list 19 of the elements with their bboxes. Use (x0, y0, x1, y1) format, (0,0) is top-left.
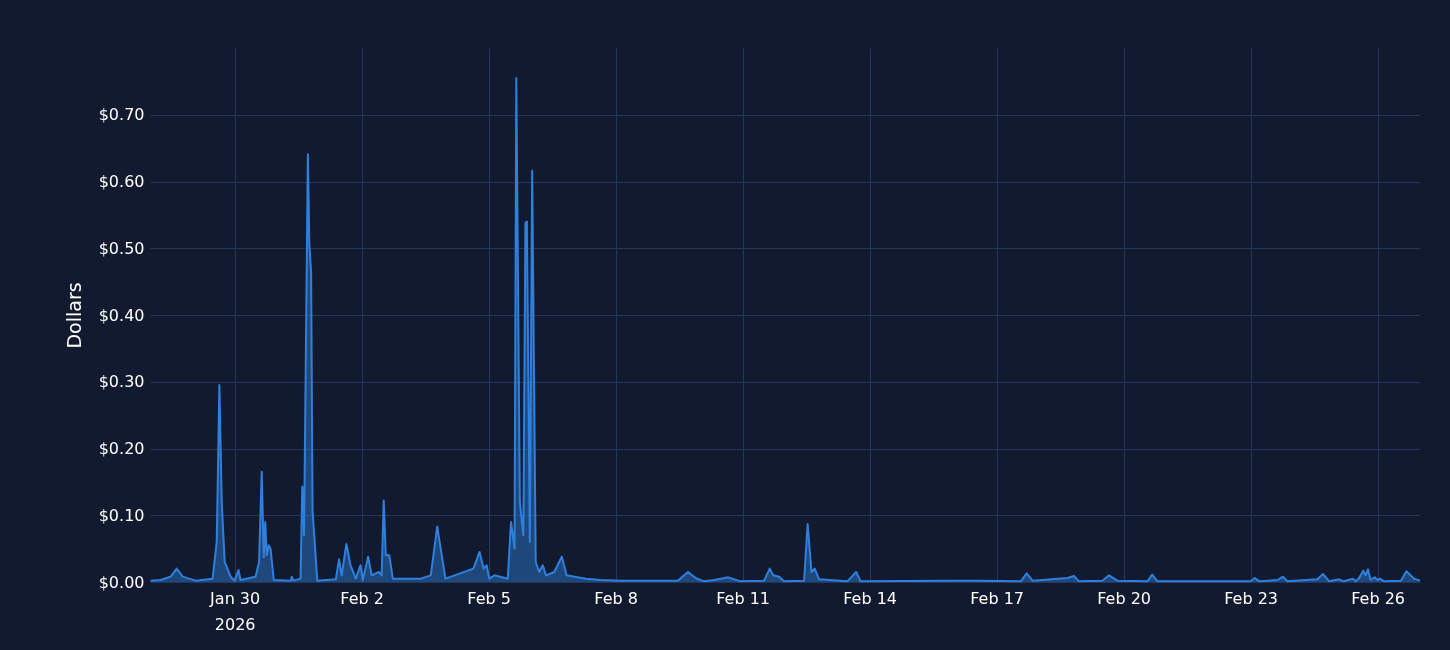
x-tick-label: Feb 8 (594, 588, 638, 608)
y-tick-label: $0.40 (98, 305, 145, 325)
x-tick-label: Feb 5 (467, 588, 511, 608)
x-tick-label: Feb 23 (1224, 588, 1279, 608)
x-tick-label: Feb 20 (1097, 588, 1152, 608)
x-tick-label: Feb 14 (843, 588, 898, 608)
y-axis-title: Dollars (62, 282, 85, 349)
y-tick-label: $0.10 (98, 505, 145, 525)
x-tick-label: Jan 30 2026 (209, 588, 261, 634)
y-tick-label: $0.20 (98, 439, 145, 458)
y-tick-label: $0.00 (98, 572, 145, 592)
x-tick-label: Feb 17 (970, 588, 1025, 608)
y-tick-label: $0.50 (98, 238, 145, 258)
x-tick-label: Feb 11 (716, 588, 771, 608)
y-tick-label: $0.30 (98, 372, 145, 392)
x-tick-label: Feb 26 (1351, 588, 1406, 608)
y-tick-label: $0.60 (98, 172, 145, 191)
x-tick-label: Feb 2 (340, 588, 384, 608)
y-tick-label: $0.70 (98, 105, 145, 125)
